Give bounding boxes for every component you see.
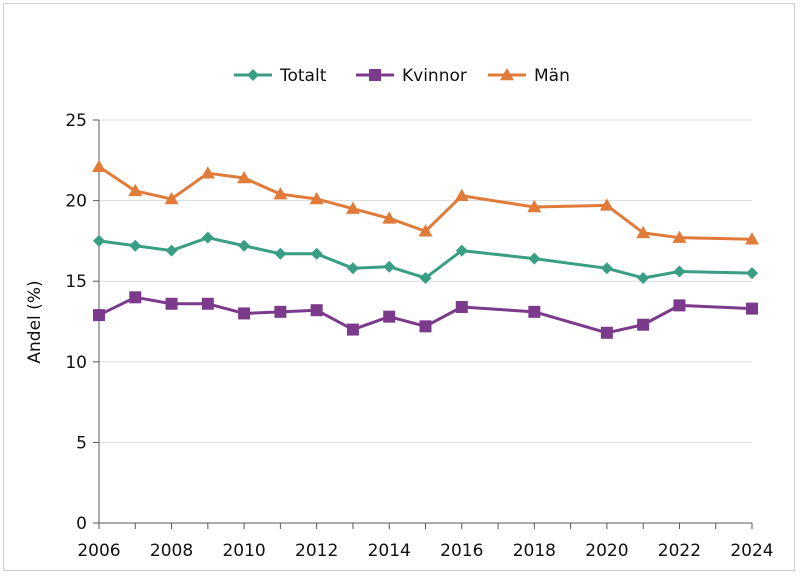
legend-marker <box>369 69 381 81</box>
data-point <box>528 305 541 318</box>
y-tick-label: 5 <box>76 433 87 453</box>
data-point <box>637 271 650 284</box>
y-tick-label: 20 <box>65 192 87 212</box>
x-tick-label: 2018 <box>513 541 556 561</box>
legend-label: Kvinnor <box>402 66 467 86</box>
axes <box>93 119 753 529</box>
series-kvinnor <box>93 291 758 339</box>
legend-item: Kvinnor <box>356 66 467 86</box>
data-point <box>346 262 359 275</box>
data-point <box>673 265 686 278</box>
data-point <box>382 211 397 224</box>
data-point <box>164 191 179 205</box>
legend: Totalt Kvinnor Män <box>234 66 570 86</box>
series-m-n <box>92 159 759 245</box>
x-tick-label: 2008 <box>150 541 193 561</box>
data-point <box>93 309 105 322</box>
data-point <box>454 188 469 202</box>
x-tick-label: 2022 <box>658 541 701 561</box>
legend-marker <box>247 69 259 81</box>
series-group <box>92 159 759 339</box>
data-point <box>636 225 651 239</box>
series-totalt <box>93 231 758 284</box>
data-point <box>129 291 142 304</box>
data-point <box>310 304 323 317</box>
legend-label: Män <box>534 66 570 86</box>
data-point <box>346 323 359 336</box>
x-tick-label: 2012 <box>295 541 338 561</box>
data-point <box>274 305 287 318</box>
y-tick-label: 0 <box>76 514 87 534</box>
x-tick-label: 2010 <box>222 541 265 561</box>
x-tick-label: 2006 <box>77 541 120 561</box>
data-point <box>455 300 468 313</box>
data-point <box>274 247 287 260</box>
data-point <box>527 200 542 213</box>
series-line <box>98 236 753 280</box>
data-point <box>418 224 433 237</box>
y-axis-title: Andel (%) <box>25 280 45 363</box>
data-point <box>600 326 613 339</box>
data-point <box>238 239 251 252</box>
data-point <box>745 232 759 245</box>
series-line <box>98 165 753 241</box>
data-point <box>201 297 214 310</box>
legend-marker <box>500 68 514 81</box>
data-point <box>383 260 396 273</box>
x-tick-labels: 2006 2008 2010 2012 2014 2016 2018 2020 2022 2024 <box>77 541 773 561</box>
data-point <box>200 166 215 179</box>
data-point <box>637 318 650 331</box>
y-tick-label: 10 <box>65 353 87 373</box>
data-point <box>600 262 613 275</box>
data-point <box>273 187 288 200</box>
data-point <box>165 244 178 257</box>
data-point <box>165 297 178 310</box>
data-point <box>238 307 251 320</box>
gridlines <box>99 119 752 443</box>
series-line <box>98 295 753 335</box>
chart-frame <box>3 3 795 571</box>
data-point <box>129 239 142 252</box>
data-point <box>672 230 687 243</box>
x-tick-label: 2016 <box>440 541 483 561</box>
data-point <box>528 252 541 265</box>
y-tick-label: 25 <box>65 111 87 131</box>
y-tick-label: 15 <box>65 272 87 292</box>
data-point <box>673 299 686 312</box>
data-point <box>419 271 432 284</box>
data-point <box>128 183 143 197</box>
legend-label: Totalt <box>279 66 327 86</box>
data-point <box>310 247 323 260</box>
data-point <box>93 234 105 247</box>
data-point <box>746 302 758 315</box>
data-point <box>309 191 324 205</box>
data-point <box>419 320 432 333</box>
x-tick-label: 2014 <box>368 541 411 561</box>
legend-item: Totalt <box>234 66 327 86</box>
data-point <box>455 244 468 257</box>
y-tick-labels: 0 5 10 15 20 25 <box>65 111 87 534</box>
data-point <box>599 198 614 211</box>
x-tick-label: 2020 <box>585 541 628 561</box>
x-tick-label: 2024 <box>730 541 773 561</box>
data-point <box>345 201 360 214</box>
data-point <box>746 267 758 280</box>
data-point <box>383 310 396 323</box>
data-point <box>237 171 252 184</box>
data-point <box>92 159 106 172</box>
legend-item: Män <box>488 66 570 86</box>
data-point <box>201 231 214 244</box>
